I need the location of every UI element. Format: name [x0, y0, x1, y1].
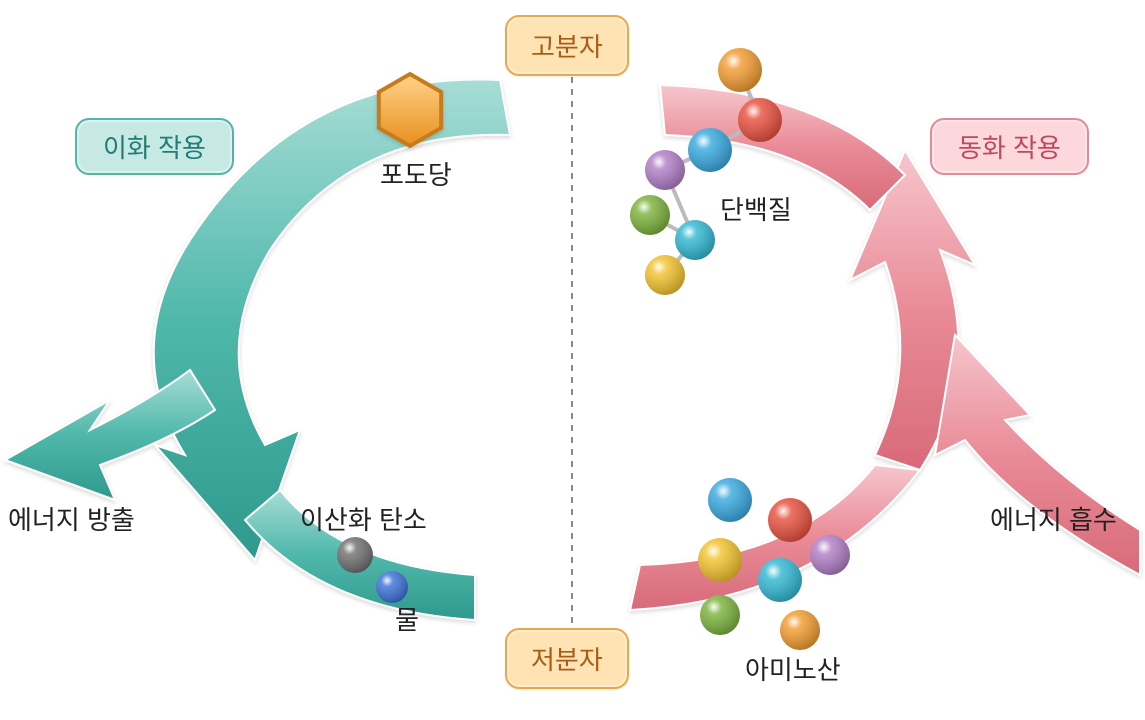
water-label: 물: [395, 600, 419, 637]
metabolism-diagram: { "type": "infographic", "width": 1145, …: [0, 0, 1145, 720]
amino-acids: [698, 478, 850, 650]
diagram-svg: [0, 0, 1145, 720]
anabolism-label: 동화 작용: [958, 133, 1061, 163]
glucose-hexagon: [379, 74, 441, 146]
catabolism-label: 이화 작용: [103, 133, 206, 163]
macromolecule-label: 고분자: [531, 32, 603, 62]
co2-label: 이산화 탄소: [300, 500, 427, 537]
anabolism-badge: 동화 작용: [930, 118, 1089, 175]
aminoacid-label: 아미노산: [745, 650, 841, 687]
glucose-label: 포도당: [380, 155, 452, 192]
small-molecule-pill: 저분자: [505, 628, 629, 689]
energy-release-label: 에너지 방출: [8, 500, 135, 537]
macromolecule-pill: 고분자: [505, 15, 629, 76]
protein-label: 단백질: [720, 190, 792, 227]
energy-absorb-label: 에너지 흡수: [990, 500, 1117, 537]
protein-molecule: [630, 48, 782, 295]
small-molecule-label: 저분자: [531, 645, 603, 675]
catabolism-badge: 이화 작용: [75, 118, 234, 175]
